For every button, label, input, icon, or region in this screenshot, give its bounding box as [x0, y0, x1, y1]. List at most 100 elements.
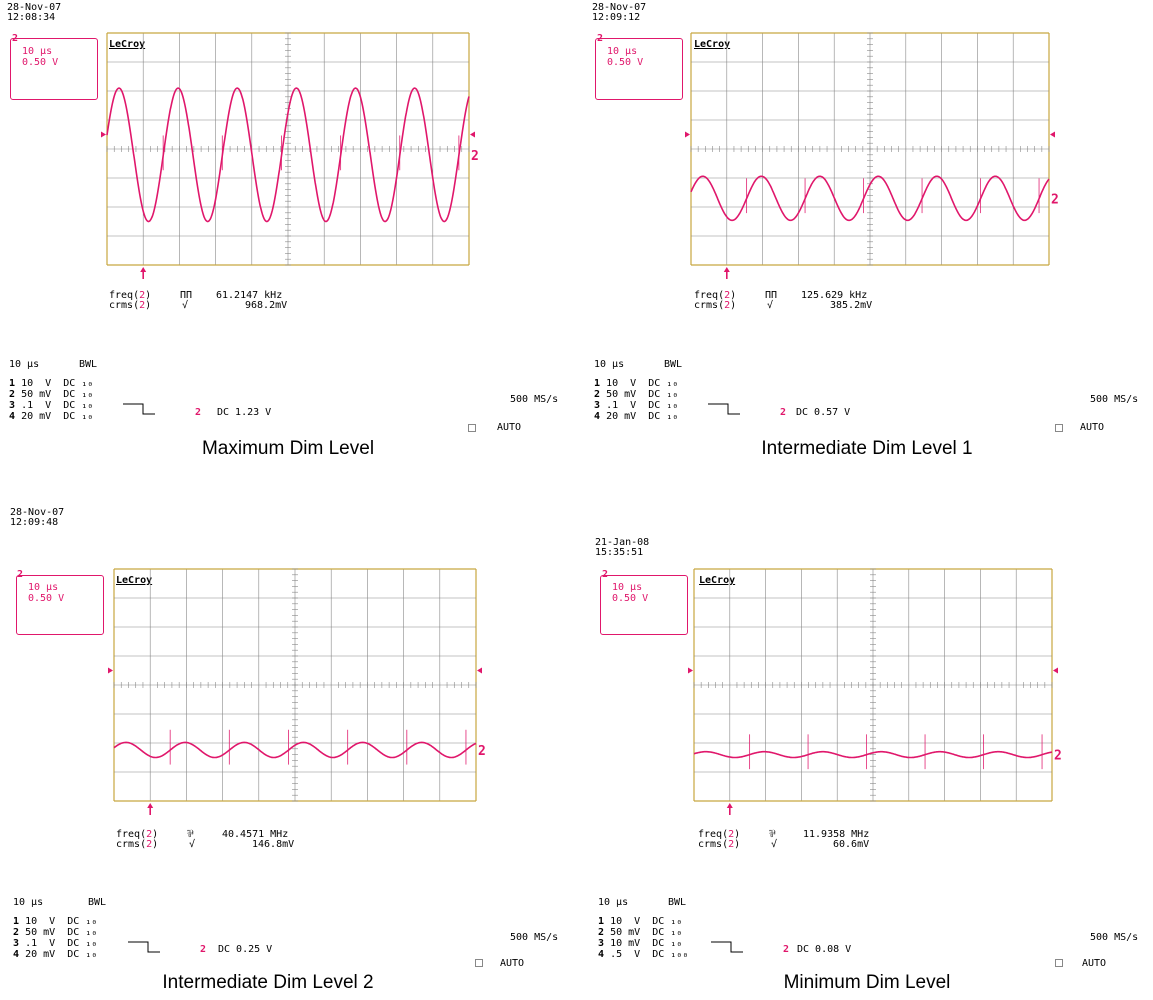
- freq-value: 61.2147 kHz: [216, 290, 283, 301]
- channel-marker: 2: [12, 33, 19, 44]
- signal-trace: [690, 175, 1050, 222]
- scope-graticule: 2: [101, 32, 479, 279]
- sample-rate: 500 MS/s: [1090, 394, 1139, 405]
- freq-icon: ⅌: [187, 829, 194, 840]
- trigger-arrow-head: [140, 267, 147, 272]
- freq-value: 11.9358 MHz: [803, 829, 870, 840]
- trigger-arrow-head: [147, 803, 154, 808]
- channel-timebase: 10 µs: [22, 46, 53, 57]
- trace-channel-label: 2: [1054, 749, 1062, 764]
- right-level-marker: [1053, 667, 1058, 674]
- trigger-level: DC 1.23 V: [217, 407, 272, 418]
- trigger-mode: AUTO: [1080, 422, 1105, 433]
- crms-icon: √: [771, 839, 778, 850]
- channel-volts-per-div: 0.50 V: [607, 57, 644, 68]
- trigger-mode: AUTO: [497, 422, 522, 433]
- left-level-marker: [688, 667, 693, 674]
- channel-timebase: 10 µs: [612, 582, 643, 593]
- panel-caption: Minimum Dim Level: [783, 972, 951, 993]
- lecroy-logo: LeCroy: [699, 575, 736, 586]
- panel-caption: Intermediate Dim Level 1: [761, 438, 973, 459]
- trigger-arrow-head: [726, 803, 733, 808]
- capture-time: 12:08:34: [7, 12, 56, 23]
- status-bwl: BWL: [668, 897, 687, 908]
- trigger-channel: 2: [783, 944, 790, 955]
- freq-icon: ⅌: [769, 829, 776, 840]
- channel-marker: 2: [597, 33, 604, 44]
- scope-graticule: 2: [685, 32, 1059, 279]
- freq-label: freq(2): [698, 829, 741, 840]
- signal-trace: [113, 741, 477, 759]
- status-timebase: 10 µs: [13, 897, 44, 908]
- right-level-marker: [477, 667, 482, 674]
- crms-value: 60.6mV: [833, 839, 870, 850]
- panel-caption: Maximum Dim Level: [201, 438, 375, 459]
- status-bwl: BWL: [664, 359, 683, 370]
- channel-row: 1 10 V DC ₁₀: [594, 378, 679, 389]
- channel-info-box: [10, 38, 98, 100]
- auto-checkbox[interactable]: [475, 959, 483, 967]
- auto-checkbox[interactable]: [1055, 424, 1063, 432]
- trigger-channel: 2: [200, 944, 207, 955]
- signal-trace: [106, 87, 470, 223]
- scope-panel-intermediate-2: 28-Nov-07 12:09:48 2 10 µs 0.50 V LeCroy…: [0, 500, 576, 1000]
- capture-date: 28-Nov-07: [7, 2, 62, 13]
- channel-row: 3 10 mV DC ₁₀: [598, 938, 683, 949]
- capture-time: 12:09:48: [10, 517, 59, 528]
- channel-row: 3 .1 V DC ₁₀: [594, 400, 679, 411]
- sample-rate: 500 MS/s: [510, 394, 559, 405]
- channel-row: 4 20 mV DC ₁₀: [9, 411, 94, 422]
- trigger-arrow-head: [723, 267, 730, 272]
- status-timebase: 10 µs: [594, 359, 625, 370]
- trigger-edge-icon: [708, 403, 740, 415]
- channel-row: 2 50 mV DC ₁₀: [598, 927, 683, 938]
- trigger-level: DC 0.25 V: [218, 944, 273, 955]
- trace-channel-label: 2: [478, 744, 486, 759]
- channel-row: 1 10 V DC ₁₀: [13, 916, 98, 927]
- scope-graticule: 2: [688, 568, 1062, 815]
- freq-value: 40.4571 MHz: [222, 829, 289, 840]
- channel-row: 2 50 mV DC ₁₀: [9, 389, 94, 400]
- auto-checkbox[interactable]: [468, 424, 476, 432]
- capture-date: 28-Nov-07: [10, 507, 65, 518]
- channel-settings: 1 10 V DC ₁₀ 2 50 mV DC ₁₀ 3 .1 V DC ₁₀ …: [9, 378, 93, 422]
- channel-row: 2 50 mV DC ₁₀: [594, 389, 679, 400]
- channel-info-box: [595, 38, 683, 100]
- trigger-mode: AUTO: [500, 958, 525, 969]
- trace-channel-label: 2: [1051, 192, 1059, 207]
- channel-row: 3 .1 V DC ₁₀: [9, 400, 94, 411]
- trigger-edge-icon: [711, 941, 743, 953]
- scope-graticule: 2: [108, 568, 486, 815]
- crms-value: 146.8mV: [252, 839, 295, 850]
- left-level-marker: [101, 131, 106, 138]
- freq-label: freq(2): [109, 290, 152, 301]
- sample-rate: 500 MS/s: [1090, 932, 1139, 943]
- capture-time: 15:35:51: [595, 547, 644, 558]
- left-level-marker: [685, 131, 690, 138]
- channel-row: 4 20 mV DC ₁₀: [13, 949, 98, 960]
- channel-volts-per-div: 0.50 V: [28, 593, 65, 604]
- scope-panel-min: 21-Jan-08 15:35:51 2 10 µs 0.50 V LeCroy…: [585, 500, 1153, 1000]
- trigger-mode: AUTO: [1082, 958, 1107, 969]
- channel-row: 1 10 V DC ₁₀: [9, 378, 94, 389]
- panel-caption: Intermediate Dim Level 2: [162, 972, 374, 993]
- channel-row: 2 50 mV DC ₁₀: [13, 927, 98, 938]
- crms-icon: √: [189, 839, 196, 850]
- capture-time: 12:09:12: [592, 12, 641, 23]
- crms-icon: √: [767, 300, 774, 311]
- status-bwl: BWL: [88, 897, 107, 908]
- freq-value: 125.629 kHz: [801, 290, 868, 301]
- auto-checkbox[interactable]: [1055, 959, 1063, 967]
- capture-date: 21-Jan-08: [595, 537, 650, 548]
- crms-label: crms(2): [116, 839, 159, 850]
- freq-icon: ΠΠ: [180, 290, 193, 301]
- status-bwl: BWL: [79, 359, 98, 370]
- status-timebase: 10 µs: [598, 897, 629, 908]
- sample-rate: 500 MS/s: [510, 932, 559, 943]
- channel-row: 3 .1 V DC ₁₀: [13, 938, 98, 949]
- crms-label: crms(2): [698, 839, 741, 850]
- trigger-edge-icon: [128, 941, 160, 953]
- channel-timebase: 10 µs: [607, 46, 638, 57]
- channel-row: 1 10 V DC ₁₀: [598, 916, 683, 927]
- right-level-marker: [470, 131, 475, 138]
